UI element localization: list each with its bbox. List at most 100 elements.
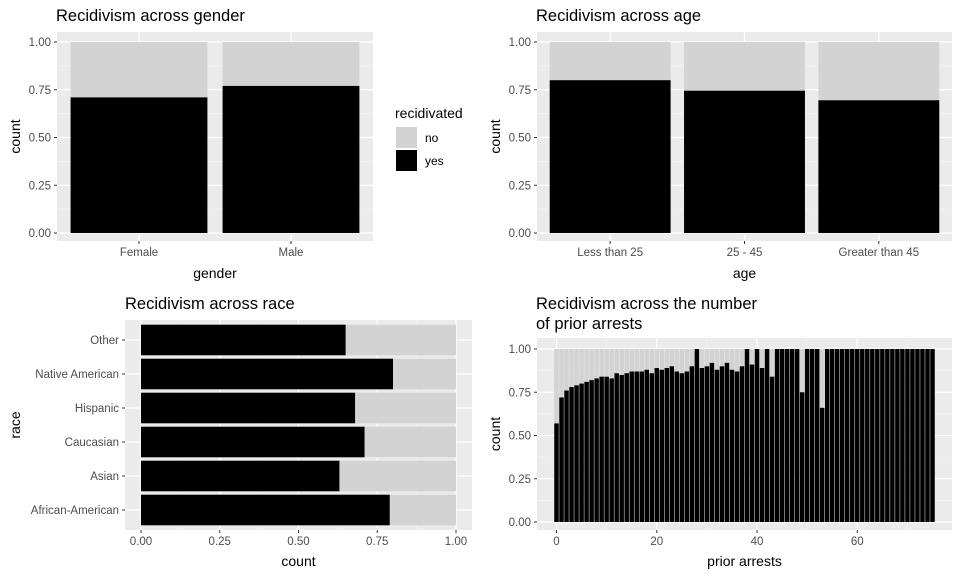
- y-tick-label: 0.50: [509, 133, 531, 145]
- bar-yes: [594, 378, 599, 522]
- legend-label-no: no: [425, 131, 439, 145]
- bar-yes: [604, 376, 609, 522]
- bar-yes: [875, 349, 880, 522]
- bar-yes: [824, 349, 830, 522]
- y-tick-label: 0.00: [29, 228, 51, 240]
- bar-yes: [930, 349, 935, 522]
- bar-yes: [739, 366, 745, 522]
- bar-no: [729, 349, 735, 370]
- bar-yes: [895, 349, 900, 522]
- bar-no: [389, 494, 456, 526]
- bar-no: [564, 349, 569, 391]
- bar-yes: [684, 371, 690, 522]
- bar-yes: [779, 349, 785, 522]
- bar-no: [799, 349, 805, 393]
- bar-no: [364, 426, 456, 458]
- bar-no: [679, 349, 685, 374]
- bar-no: [594, 349, 599, 379]
- bar-yes: [880, 349, 885, 522]
- bar-yes: [699, 368, 705, 522]
- bar-yes: [804, 349, 810, 522]
- bar-no: [724, 349, 730, 363]
- y-tick-label: Asian: [90, 471, 119, 483]
- bar-yes: [629, 371, 634, 522]
- bar-no: [654, 349, 660, 369]
- y-tick-label: 1.00: [509, 37, 531, 49]
- panel-age: [534, 32, 952, 244]
- bar-no: [639, 349, 644, 372]
- bar-yes: [850, 349, 855, 522]
- bar-yes: [564, 390, 569, 522]
- bar-yes: [141, 494, 390, 526]
- y-axis-title: count: [487, 417, 503, 451]
- x-tick-label: 60: [851, 536, 864, 548]
- x-axis-title: gender: [193, 265, 237, 281]
- bar-yes: [579, 383, 584, 522]
- bar-yes: [141, 392, 356, 424]
- bar-yes: [569, 387, 574, 522]
- x-axis-title: count: [281, 553, 315, 569]
- bar-no: [819, 349, 825, 408]
- y-axis-title: count: [7, 119, 23, 153]
- bar-no: [609, 349, 614, 379]
- bar-no: [674, 349, 680, 372]
- bar-no: [719, 349, 725, 367]
- y-tick-label: 0.75: [29, 85, 51, 97]
- bar-no: [818, 42, 940, 101]
- bar-yes: [589, 380, 594, 522]
- bar-yes: [925, 349, 930, 522]
- bar-no: [569, 349, 574, 388]
- bar-no: [769, 349, 775, 377]
- y-tick-label: 0.25: [509, 474, 531, 486]
- bar-no: [559, 349, 564, 398]
- bar-yes: [734, 371, 740, 522]
- bar-yes: [744, 349, 750, 522]
- bar-no: [649, 349, 655, 374]
- bar-no: [644, 349, 649, 370]
- y-axis-title: count: [487, 119, 503, 153]
- bar-yes: [689, 366, 695, 522]
- bar-no: [579, 349, 584, 384]
- x-axis-title: prior arrests: [707, 553, 782, 569]
- bar-yes: [724, 362, 730, 522]
- legend-title: recidivated: [395, 105, 463, 121]
- legend-key-no: [396, 127, 417, 148]
- bar-yes: [141, 426, 365, 458]
- panel-gender: [54, 32, 373, 244]
- bar-no: [554, 349, 559, 424]
- panel-prior: [534, 338, 952, 533]
- bar-yes: [794, 349, 800, 522]
- bar-yes: [574, 385, 579, 522]
- bar-yes: [910, 349, 915, 522]
- bar-yes: [674, 371, 680, 522]
- y-axis-title: race: [7, 411, 23, 438]
- bar-yes: [834, 349, 840, 522]
- x-tick-label: 0.25: [209, 536, 231, 548]
- bar-no: [699, 349, 705, 369]
- bar-yes: [890, 349, 895, 522]
- bar-yes: [584, 381, 589, 522]
- bar-no: [659, 349, 665, 370]
- bar-yes: [845, 349, 850, 522]
- chart-title: Recidivism across gender: [56, 7, 245, 25]
- y-tick-label: 0.25: [509, 180, 531, 192]
- y-tick-label: 1.00: [509, 344, 531, 356]
- bar-no: [714, 349, 720, 370]
- y-tick-label: Native American: [35, 369, 119, 381]
- bar-yes: [719, 366, 725, 522]
- bar-yes: [784, 349, 790, 522]
- bar-no: [70, 42, 208, 98]
- bar-yes: [624, 373, 629, 522]
- bar-yes: [70, 97, 208, 233]
- chart-title-line-1: Recidivism across the number: [536, 295, 757, 313]
- bar-no: [629, 349, 634, 372]
- bar-yes: [774, 349, 780, 522]
- y-tick-label: Other: [90, 335, 119, 347]
- bar-yes: [749, 364, 755, 522]
- bar-no: [345, 324, 456, 356]
- bar-no: [734, 349, 740, 372]
- x-tick-label: Greater than 45: [839, 247, 920, 259]
- bar-yes: [222, 85, 360, 234]
